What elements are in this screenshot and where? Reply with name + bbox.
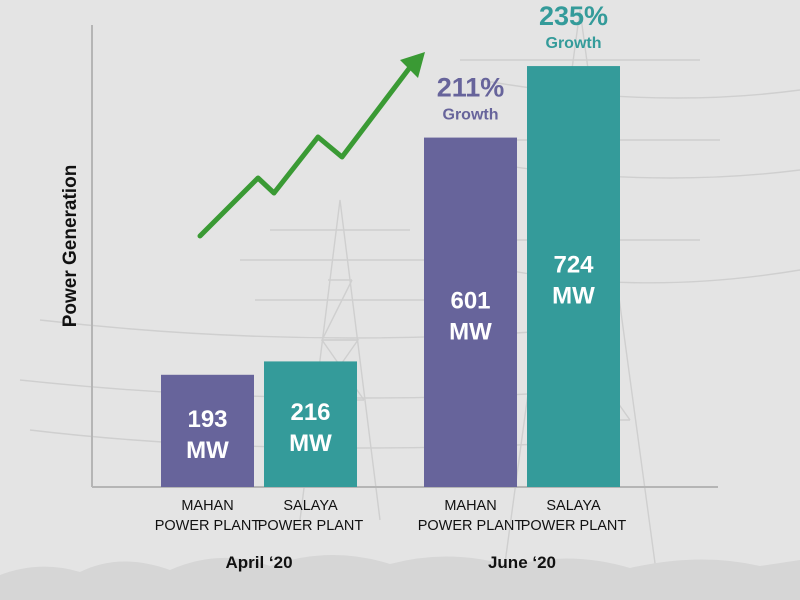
bar-4 <box>527 66 620 488</box>
growth-word-label: Growth <box>546 35 602 52</box>
growth-percent-label: 211% <box>437 73 505 103</box>
bar-value-label: 193 <box>187 406 227 433</box>
bar-unit-label: MW <box>289 430 332 457</box>
bar-unit-label: MW <box>552 283 595 310</box>
bar-value-label: 724 <box>553 252 594 279</box>
bottom-treeline <box>0 554 800 600</box>
category-label-line2: POWER PLANT <box>521 518 627 534</box>
bar-1 <box>161 374 254 487</box>
category-label-line2: POWER PLANT <box>418 518 524 534</box>
bar-unit-label: MW <box>449 318 492 345</box>
category-label-line1: MAHAN <box>444 498 496 514</box>
bar-unit-label: MW <box>186 437 229 464</box>
growth-word-label: Growth <box>443 107 499 124</box>
bar-2 <box>264 361 357 487</box>
group-label: April ‘20 <box>225 553 292 572</box>
growth-percent-label: 235% <box>539 1 608 31</box>
y-axis-label: Power Generation <box>60 165 81 328</box>
bar-3 <box>424 137 517 487</box>
category-label-line2: POWER PLANT <box>155 518 261 534</box>
labels-layer: 193 MW MAHAN POWER PLANT 216 MW SALAYA POWER PL… <box>155 1 627 572</box>
category-label-line1: SALAYA <box>283 498 338 514</box>
bars-layer <box>161 66 620 488</box>
group-label: June ‘20 <box>488 553 556 572</box>
category-label-line1: SALAYA <box>546 498 601 514</box>
bar-value-label: 216 <box>290 399 330 426</box>
category-label-line1: MAHAN <box>181 498 233 514</box>
growth-arrow-icon <box>197 52 425 239</box>
bar-value-label: 601 <box>450 287 490 314</box>
category-label-line2: POWER PLANT <box>258 518 364 534</box>
